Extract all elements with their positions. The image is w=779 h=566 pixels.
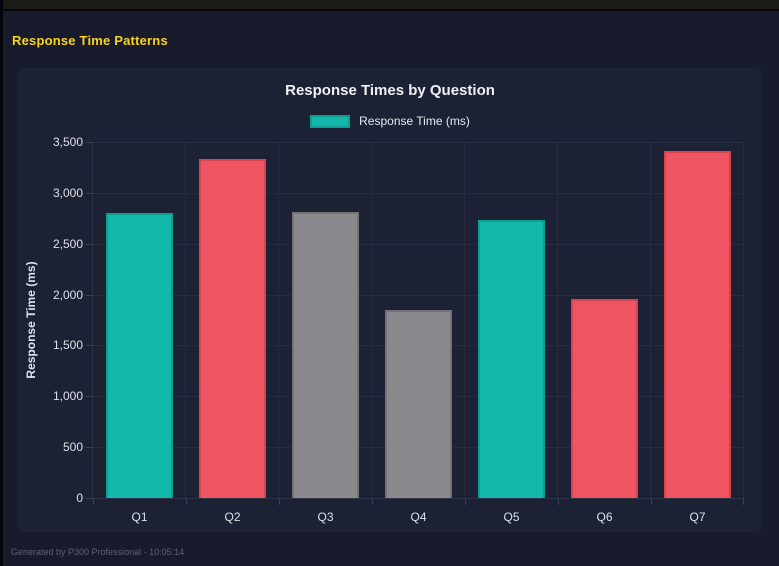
bar-q1[interactable] bbox=[106, 213, 173, 498]
bar-q5[interactable] bbox=[478, 220, 545, 498]
x-axis-tick bbox=[651, 498, 652, 505]
window-left-edge bbox=[0, 0, 3, 566]
y-axis-tick-label: 3,000 bbox=[52, 185, 83, 200]
gridline-vertical bbox=[464, 142, 465, 498]
y-axis-title: Response Time (ms) bbox=[24, 261, 38, 379]
legend-swatch-icon bbox=[310, 114, 351, 128]
y-axis-tick bbox=[86, 243, 93, 245]
x-axis-tick bbox=[743, 498, 744, 505]
y-axis-tick bbox=[86, 396, 93, 398]
x-axis-label-q1: Q1 bbox=[131, 510, 148, 524]
page-title: Response Time Patterns bbox=[12, 33, 168, 48]
bar-q4[interactable] bbox=[385, 310, 452, 498]
gridline-vertical bbox=[557, 142, 558, 498]
y-axis-tick-label: 1,000 bbox=[52, 389, 83, 404]
x-axis-tick bbox=[465, 498, 466, 505]
x-axis-label-q6: Q6 bbox=[596, 510, 613, 524]
y-axis-tick-label: 2,000 bbox=[52, 287, 83, 302]
gridline-horizontal bbox=[93, 192, 744, 194]
bar-q6[interactable] bbox=[571, 299, 638, 498]
y-axis-tick bbox=[86, 498, 93, 499]
x-axis-label-q4: Q4 bbox=[410, 510, 427, 524]
y-axis-tick bbox=[86, 345, 93, 347]
bar-chart-plot: 0 500 1,000 1,500 2,000 2,500 3,000 3,500 Q1 Q2 Q3… bbox=[53, 135, 744, 524]
bar-q7[interactable] bbox=[664, 151, 731, 498]
gridline-vertical bbox=[743, 142, 744, 498]
gridline-horizontal bbox=[93, 142, 744, 143]
y-axis-tick bbox=[86, 294, 93, 296]
window-top-bar bbox=[0, 0, 779, 11]
gridline-horizontal bbox=[93, 243, 744, 245]
chart-title: Response Times by Question bbox=[285, 82, 495, 99]
y-axis-tick bbox=[86, 142, 93, 143]
legend-label: Response Time (ms) bbox=[359, 114, 470, 128]
y-axis-tick-label: 500 bbox=[62, 440, 83, 455]
x-axis-label-q7: Q7 bbox=[689, 510, 706, 524]
gridline-vertical bbox=[185, 142, 186, 498]
x-axis-tick bbox=[186, 498, 187, 505]
gridline-vertical bbox=[371, 142, 372, 498]
y-axis-tick-label: 1,500 bbox=[52, 338, 83, 353]
y-axis-tick bbox=[86, 447, 93, 449]
y-axis-tick-label: 0 bbox=[76, 491, 83, 505]
gridline-horizontal bbox=[93, 294, 744, 296]
legend-item-response-time[interactable]: Response Time (ms) bbox=[310, 114, 470, 128]
bar-q3[interactable] bbox=[292, 212, 359, 498]
x-axis-label-q2: Q2 bbox=[224, 510, 241, 524]
x-axis-tick bbox=[558, 498, 559, 505]
chart-card: Response Times by Question Response Time… bbox=[18, 68, 762, 532]
legend: Response Time (ms) bbox=[18, 114, 762, 128]
x-axis-label-q3: Q3 bbox=[317, 510, 334, 524]
x-axis-tick bbox=[279, 498, 280, 505]
y-axis-tick-label: 2,500 bbox=[52, 236, 83, 251]
x-axis-label-q5: Q5 bbox=[503, 510, 520, 524]
gridline-vertical bbox=[650, 142, 651, 498]
x-axis-tick bbox=[93, 498, 94, 505]
y-axis-tick-label: 3,500 bbox=[52, 135, 83, 149]
gridline-vertical bbox=[278, 142, 279, 498]
x-axis-tick bbox=[372, 498, 373, 505]
y-axis-tick bbox=[86, 192, 93, 194]
bar-q2[interactable] bbox=[199, 159, 266, 498]
footer-generated-by: Generated by P300 Professional - 10:05:1… bbox=[11, 547, 185, 557]
